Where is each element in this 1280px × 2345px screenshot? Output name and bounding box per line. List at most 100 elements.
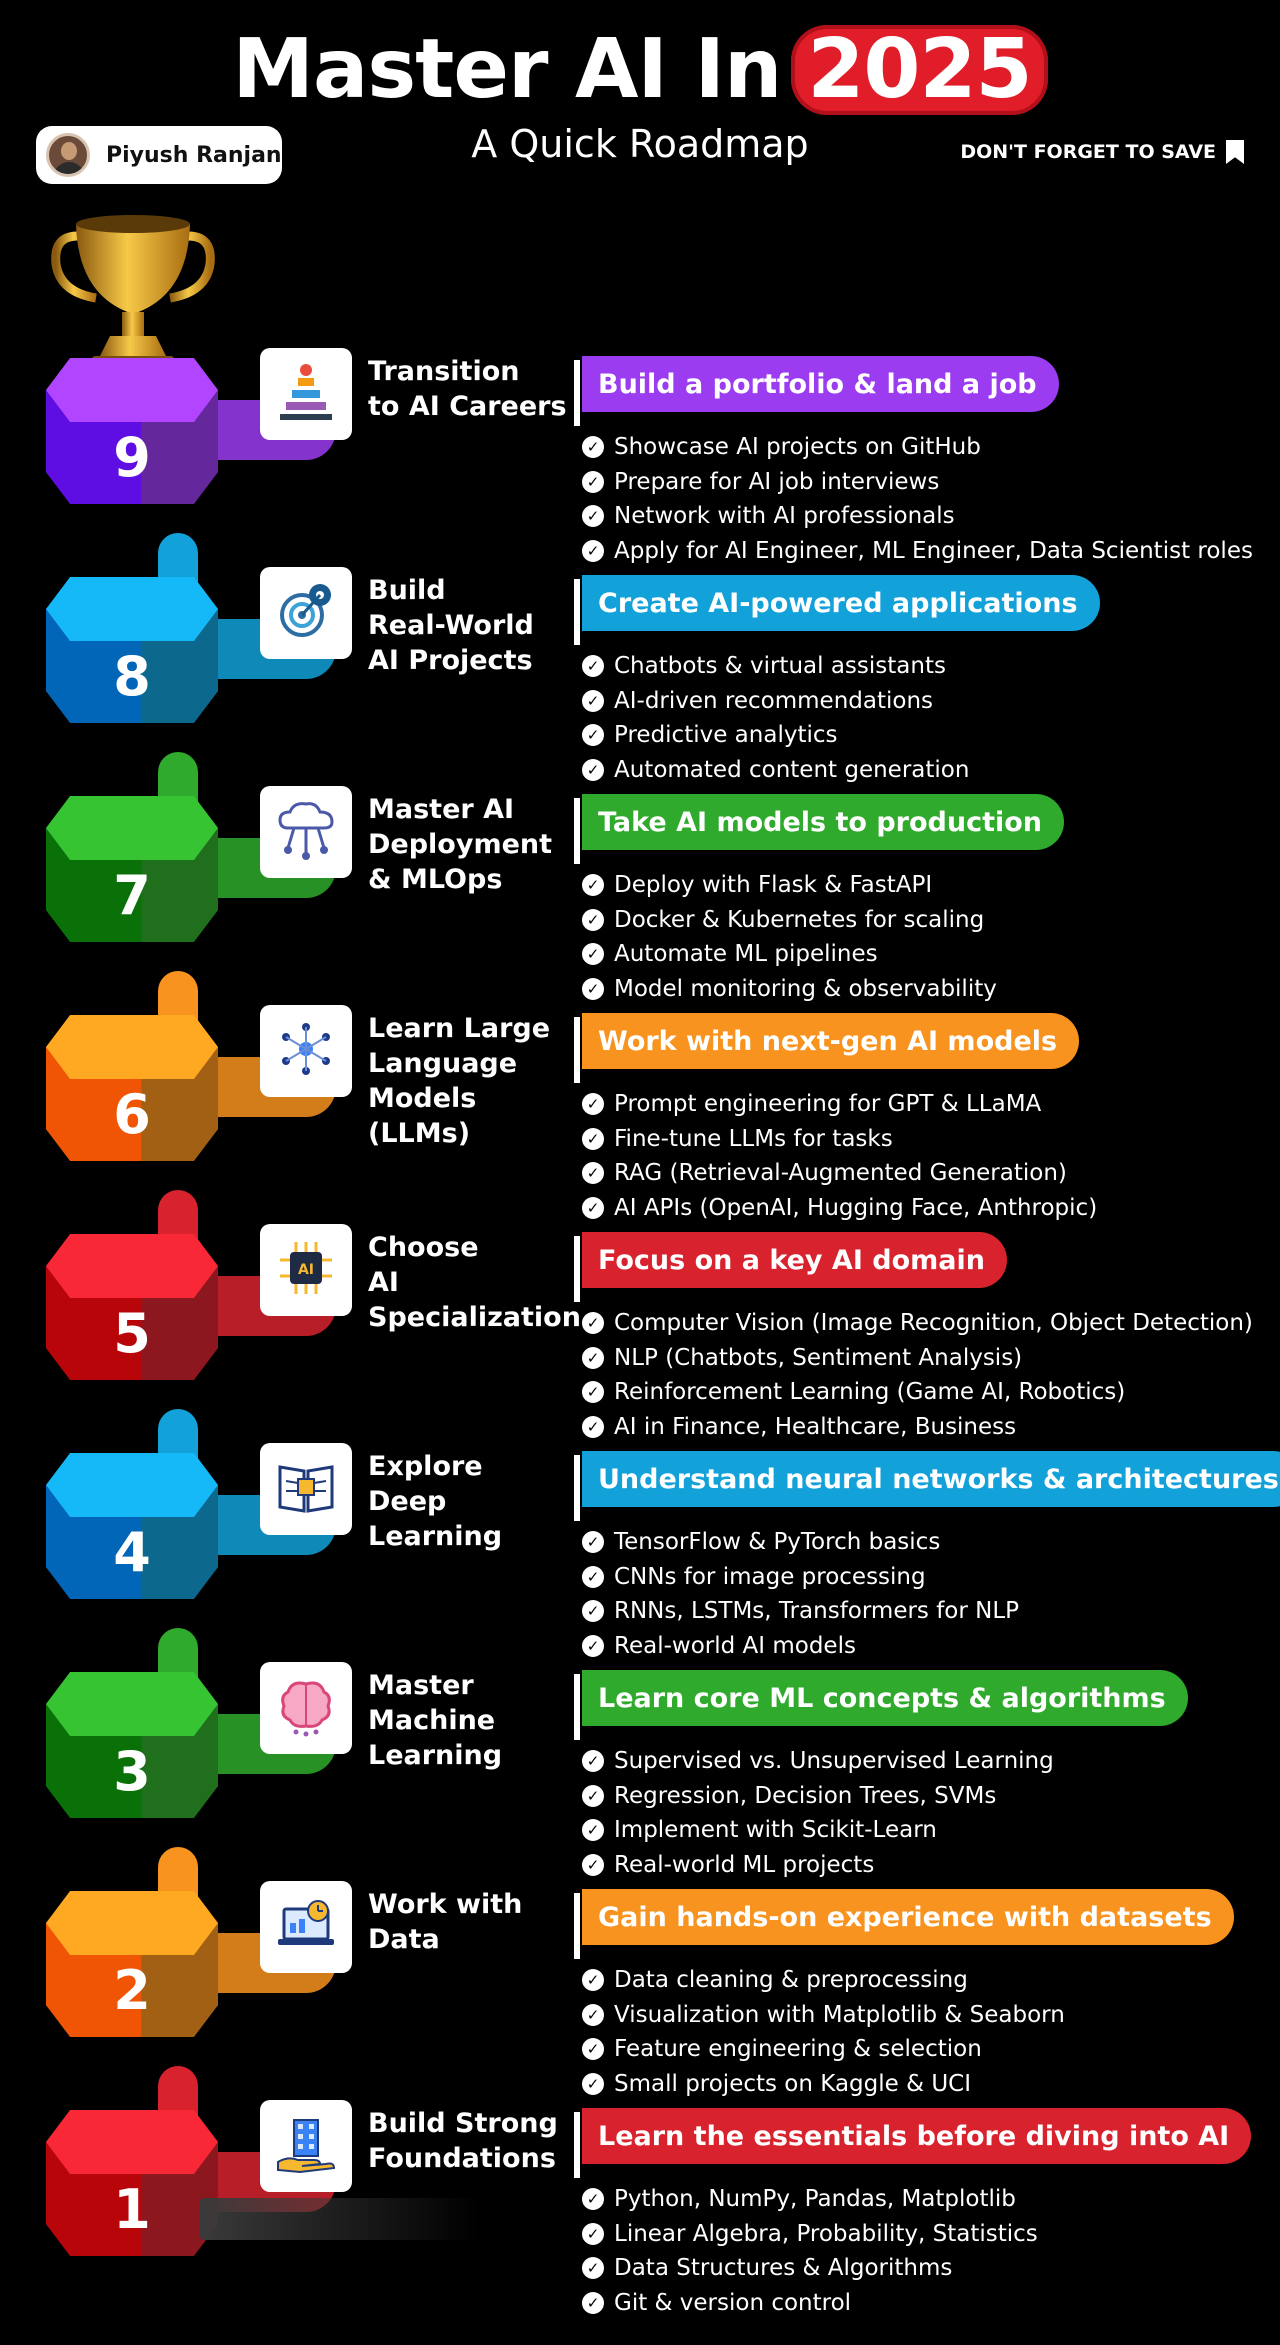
avatar bbox=[46, 133, 90, 177]
check-icon: ✓ bbox=[582, 539, 604, 562]
bullet-item: ✓ Fine-tune LLMs for tasks bbox=[582, 1122, 1097, 1157]
building-hand-icon bbox=[274, 2112, 338, 2180]
bullet-item: ✓ Prompt engineering for GPT & LLaMA bbox=[582, 1087, 1097, 1122]
bullet-item: ✓ RAG (Retrieval-Augmented Generation) bbox=[582, 1156, 1097, 1191]
author-name: Piyush Ranjan bbox=[106, 142, 282, 168]
step-title-line: Explore bbox=[368, 1451, 483, 1482]
base-shadow bbox=[200, 2198, 480, 2240]
step-title: Transition to AI Careers bbox=[368, 354, 578, 424]
bullet-item: ✓ NLP (Chatbots, Sentiment Analysis) bbox=[582, 1341, 1253, 1376]
step-title: Build Strong Foundations bbox=[368, 2106, 578, 2176]
bullet-item: ✓ AI-driven recommendations bbox=[582, 684, 969, 719]
headline-bar bbox=[574, 2112, 580, 2178]
roadmap-step-1: 1 Build Strong Foundations Learn the essent… bbox=[0, 2066, 1280, 2316]
target-gear-icon bbox=[274, 579, 338, 647]
bullet-item: ✓ Regression, Decision Trees, SVMs bbox=[582, 1779, 1054, 1814]
step-icon-box bbox=[260, 1005, 352, 1097]
step-number: 9 bbox=[113, 426, 151, 489]
bullet-item: ✓ Feature engineering & selection bbox=[582, 2032, 1065, 2067]
bullet-item: ✓ Automate ML pipelines bbox=[582, 937, 997, 972]
headline-bar bbox=[574, 1455, 580, 1521]
bullet-text: Showcase AI projects on GitHub bbox=[614, 434, 981, 461]
brain-icon bbox=[274, 1674, 338, 1742]
step-icon-box bbox=[260, 348, 352, 440]
author-badge[interactable]: Piyush Ranjan bbox=[36, 126, 282, 184]
check-icon: ✓ bbox=[582, 505, 604, 528]
headline-bar bbox=[574, 1674, 580, 1740]
save-reminder[interactable]: DON'T FORGET TO SAVE bbox=[960, 140, 1244, 164]
bullet-list: ✓ Chatbots & virtual assistants ✓ AI-driven… bbox=[582, 649, 969, 787]
step-title-line: Choose bbox=[368, 1232, 479, 1263]
bullet-list: ✓ Supervised vs. Unsupervised Learning ✓ Re… bbox=[582, 1744, 1054, 1882]
laptop-clock-icon bbox=[274, 1893, 338, 1961]
roadmap-step-4: 4 Explore Deep Learning Understand neural ne… bbox=[0, 1409, 1280, 1659]
bullet-item: ✓ Supervised vs. Unsupervised Learning bbox=[582, 1744, 1054, 1779]
step-headline: Build a portfolio & land a job bbox=[582, 356, 1059, 412]
step-title-line: Master AI bbox=[368, 794, 515, 825]
bullet-item: ✓ Data cleaning & preprocessing bbox=[582, 1963, 1065, 1998]
bullet-text: Visualization with Matplotlib & Seaborn bbox=[614, 2001, 1065, 2028]
bullet-text: Real-world ML projects bbox=[614, 1851, 875, 1878]
svg-text:AI: AI bbox=[298, 1262, 314, 1278]
book-circuit-icon bbox=[274, 1455, 338, 1523]
step-pillar: 3 bbox=[46, 1628, 336, 1818]
check-icon: ✓ bbox=[582, 1346, 604, 1369]
bullet-text: Automate ML pipelines bbox=[614, 941, 878, 968]
bullet-text: Data cleaning & preprocessing bbox=[614, 1967, 968, 1994]
bullet-text: Predictive analytics bbox=[614, 722, 838, 749]
step-headline: Understand neural networks & architectur… bbox=[582, 1451, 1280, 1507]
check-icon: ✓ bbox=[582, 689, 604, 712]
step-title: Work with Data bbox=[368, 1887, 578, 1957]
bullet-text: Prompt engineering for GPT & LLaMA bbox=[614, 1091, 1042, 1118]
pillar-top bbox=[46, 1453, 218, 1517]
bullet-item: ✓ Chatbots & virtual assistants bbox=[582, 649, 969, 684]
step-title-line: Build Strong bbox=[368, 2108, 558, 2139]
step-title-line: Build bbox=[368, 575, 446, 606]
title-year-badge: 2025 bbox=[791, 25, 1048, 115]
neural-node-icon bbox=[274, 1017, 338, 1085]
pillar-top bbox=[46, 1672, 218, 1736]
bullet-item: ✓ TensorFlow & PyTorch basics bbox=[582, 1525, 1019, 1560]
check-icon: ✓ bbox=[582, 977, 604, 1000]
bullet-text: Network with AI professionals bbox=[614, 503, 955, 530]
check-icon: ✓ bbox=[582, 908, 604, 931]
step-pillar: 7 bbox=[46, 752, 336, 942]
step-title-line: Transition bbox=[368, 356, 520, 387]
step-title: Master Machine Learning bbox=[368, 1668, 578, 1773]
cloud-network-icon bbox=[274, 798, 338, 866]
step-pillar: 8 bbox=[46, 533, 336, 723]
step-number: 4 bbox=[113, 1521, 151, 1584]
check-icon: ✓ bbox=[582, 1565, 604, 1588]
bullet-text: AI-driven recommendations bbox=[614, 687, 934, 714]
bullet-item: ✓ AI APIs (OpenAI, Hugging Face, Anthropi… bbox=[582, 1191, 1097, 1226]
headline-bar bbox=[574, 798, 580, 864]
bullet-text: AI in Finance, Healthcare, Business bbox=[614, 1413, 1017, 1440]
page-title: Master AI In 2025 bbox=[0, 22, 1280, 118]
bullet-list: ✓ Deploy with Flask & FastAPI ✓ Docker & Ku… bbox=[582, 868, 997, 1006]
step-title-line: Foundations bbox=[368, 2143, 556, 2174]
step-title-line: Deployment bbox=[368, 829, 553, 860]
check-icon: ✓ bbox=[582, 2222, 604, 2245]
bullet-text: Chatbots & virtual assistants bbox=[614, 653, 946, 680]
bullet-text: Implement with Scikit-Learn bbox=[614, 1817, 937, 1844]
step-headline: Take AI models to production bbox=[582, 794, 1065, 850]
step-headline: Gain hands-on experience with datasets bbox=[582, 1889, 1234, 1945]
check-icon: ✓ bbox=[582, 2291, 604, 2314]
step-icon-box bbox=[260, 1443, 352, 1535]
bookmark-icon bbox=[1226, 140, 1244, 164]
step-title-line: Real-World bbox=[368, 610, 534, 641]
step-headline: Create AI-powered applications bbox=[582, 575, 1100, 631]
step-headline: Focus on a key AI domain bbox=[582, 1232, 1007, 1288]
step-title: Learn Large Language Models (LLMs) bbox=[368, 1011, 578, 1151]
step-title-line: Specialization bbox=[368, 1302, 581, 1333]
pillar-top bbox=[46, 1234, 218, 1298]
bullet-item: ✓ RNNs, LSTMs, Transformers for NLP bbox=[582, 1594, 1019, 1629]
roadmap-step-9: 9 Transition to AI Careers Build a portfoli… bbox=[0, 326, 1280, 564]
bullet-item: ✓ Automated content generation bbox=[582, 753, 969, 788]
bullet-text: Feature engineering & selection bbox=[614, 2036, 982, 2063]
step-title-line: Learning bbox=[368, 1740, 503, 1771]
check-icon: ✓ bbox=[582, 1784, 604, 1807]
step-number: 1 bbox=[113, 2178, 151, 2241]
bullet-item: ✓ Network with AI professionals bbox=[582, 499, 1253, 534]
step-title-line: Data bbox=[368, 1924, 440, 1955]
